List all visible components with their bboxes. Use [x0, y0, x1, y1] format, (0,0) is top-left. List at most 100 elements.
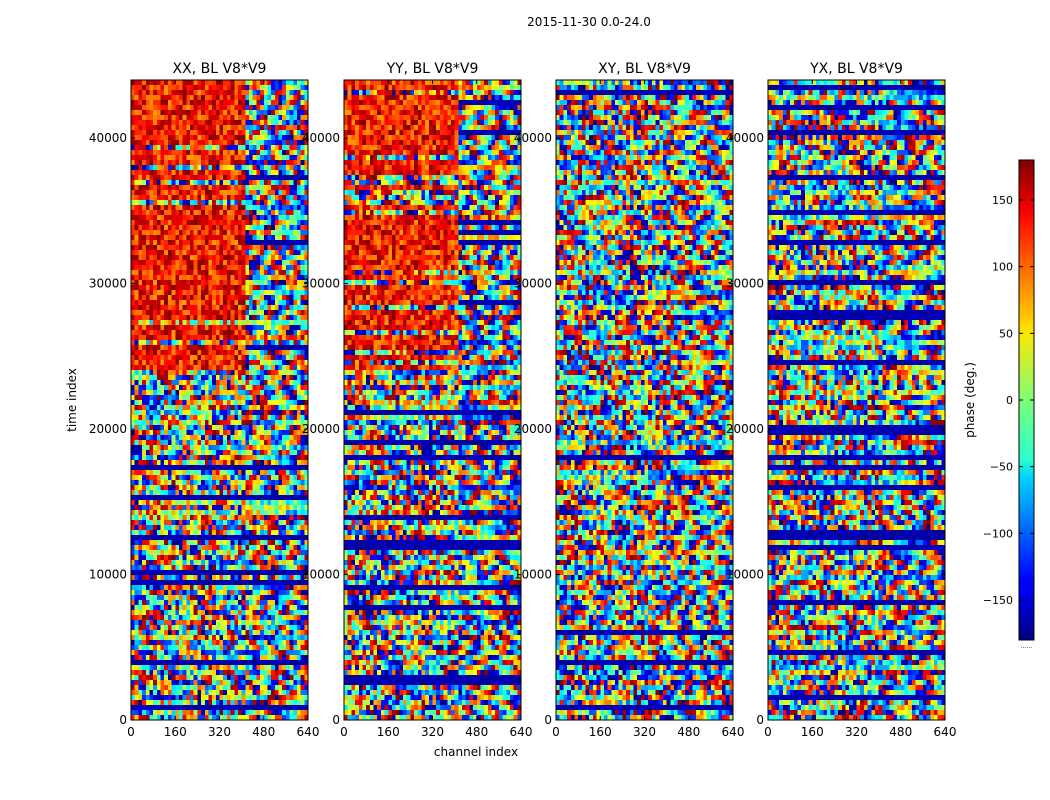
heatmap-cell: [271, 250, 276, 256]
heatmap-cell: [241, 365, 246, 371]
heatmap-cell: [142, 255, 147, 261]
heatmap-cell: [164, 220, 169, 226]
heatmap-cell: [282, 110, 287, 116]
heatmap-cell: [167, 280, 172, 286]
heatmap-cell: [171, 135, 176, 141]
heatmap-cell: [260, 490, 265, 496]
heatmap-cell: [300, 515, 305, 521]
heatmap-cell: [175, 240, 180, 246]
heatmap-cell: [153, 265, 158, 271]
heatmap-cell: [296, 510, 302, 516]
heatmap-cell: [204, 580, 209, 586]
heatmap-cell: [252, 210, 257, 216]
heatmap-cell: [204, 415, 209, 421]
heatmap-cell: [260, 200, 265, 206]
heatmap-cell: [296, 495, 302, 501]
heatmap-cell: [164, 140, 169, 146]
heatmap-cell: [153, 540, 158, 546]
heatmap-cell: [182, 595, 187, 601]
heatmap-cell: [142, 580, 147, 586]
heatmap-cell: [164, 290, 169, 296]
heatmap-cell: [252, 530, 257, 536]
heatmap-cell: [197, 505, 202, 511]
heatmap-cell: [208, 375, 213, 381]
heatmap-cell: [215, 495, 220, 501]
heatmap-cell: [167, 230, 172, 236]
heatmap-cell: [201, 290, 206, 296]
heatmap-cell: [300, 150, 305, 156]
heatmap-cell: [282, 375, 287, 381]
heatmap-cell: [237, 340, 243, 346]
heatmap-cell: [293, 260, 298, 266]
heatmap-cell: [271, 120, 276, 126]
heatmap-cell: [252, 225, 257, 231]
heatmap-cell: [230, 210, 235, 216]
heatmap-cell: [219, 525, 224, 531]
heatmap-cell: [293, 420, 298, 426]
heatmap-cell: [267, 125, 272, 131]
heatmap-cell: [249, 120, 254, 126]
heatmap-cell: [215, 420, 220, 426]
heatmap-cell: [138, 585, 143, 591]
heatmap-cell: [142, 560, 147, 566]
heatmap-cell: [245, 215, 250, 221]
heatmap-cell: [223, 590, 228, 596]
heatmap-cell: [260, 470, 265, 476]
heatmap-cell: [241, 135, 246, 141]
heatmap-cell: [293, 585, 298, 591]
heatmap-cell: [190, 515, 195, 521]
heatmap-cell: [178, 200, 184, 206]
heatmap-cell: [285, 525, 290, 531]
heatmap-cell: [167, 380, 172, 386]
heatmap-cell: [145, 545, 150, 551]
heatmap-cell: [190, 340, 195, 346]
heatmap-cell: [271, 195, 276, 201]
heatmap-cell: [193, 305, 198, 311]
heatmap-cell: [219, 495, 224, 501]
heatmap-cell: [282, 185, 287, 191]
heatmap-cell: [186, 450, 191, 456]
heatmap-cell: [223, 155, 228, 161]
heatmap-cell: [131, 185, 136, 191]
heatmap-cell: [190, 555, 195, 561]
heatmap-cell: [304, 160, 309, 166]
heatmap-cell: [134, 215, 139, 221]
heatmap-cell: [190, 195, 195, 201]
heatmap-cell: [142, 480, 147, 486]
heatmap-cell: [175, 590, 180, 596]
heatmap-cell: [215, 205, 220, 211]
heatmap-cell: [201, 130, 206, 136]
heatmap-cell: [134, 310, 139, 316]
heatmap-cell: [219, 295, 224, 301]
heatmap-cell: [175, 450, 180, 456]
heatmap-cell: [204, 390, 209, 396]
heatmap-cell: [278, 335, 283, 341]
heatmap-cell: [219, 260, 224, 266]
heatmap-cell: [167, 370, 172, 376]
heatmap-cell: [289, 330, 294, 336]
heatmap-cell: [178, 80, 184, 86]
heatmap-cell: [256, 315, 261, 321]
heatmap-cell: [186, 210, 191, 216]
heatmap-cell: [285, 280, 290, 286]
heatmap-cell: [256, 545, 261, 551]
heatmap-cell: [296, 480, 302, 486]
heatmap-cell: [167, 130, 172, 136]
heatmap-cell: [175, 470, 180, 476]
heatmap-cell: [153, 335, 158, 341]
heatmap-cell: [296, 455, 302, 461]
heatmap-cell: [145, 130, 150, 136]
heatmap-cell: [145, 260, 150, 266]
heatmap-cell: [193, 300, 198, 306]
heatmap-cell: [230, 325, 235, 331]
heatmap-cell: [296, 440, 302, 446]
heatmap-cell: [230, 540, 235, 546]
heatmap-cell: [160, 480, 165, 486]
heatmap-cell: [293, 330, 298, 336]
heatmap-cell: [278, 300, 283, 306]
heatmap-cell: [278, 220, 283, 226]
heatmap-cell: [230, 430, 235, 436]
heatmap-cell: [289, 270, 294, 276]
heatmap-cell: [296, 385, 302, 391]
heatmap-cell: [223, 90, 228, 96]
